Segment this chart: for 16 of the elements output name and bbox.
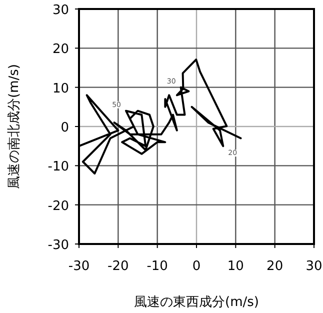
x-tick-label: 30	[306, 259, 322, 274]
y-tick-label: -20	[48, 198, 69, 214]
y-tick-label: 20	[52, 42, 69, 58]
x-axis-title: 風速の東西成分(m/s)	[134, 295, 259, 310]
y-tick-label: -10	[48, 160, 69, 175]
x-tick-label: -30	[68, 259, 90, 274]
x-tick-label: 10	[227, 259, 244, 274]
x-tick-label: -20	[108, 259, 129, 274]
y-tick-label: 30	[52, 3, 69, 18]
y-tick-label: 0	[60, 120, 69, 136]
y-axis-title: 風速の南北成分(m/s)	[7, 64, 22, 189]
x-tick-label: 0	[192, 259, 201, 274]
x-tick-label: -10	[146, 259, 168, 274]
y-tick-label: -30	[48, 238, 69, 253]
x-tick-label: 20	[266, 259, 284, 274]
y-tick-label: 10	[52, 81, 69, 96]
